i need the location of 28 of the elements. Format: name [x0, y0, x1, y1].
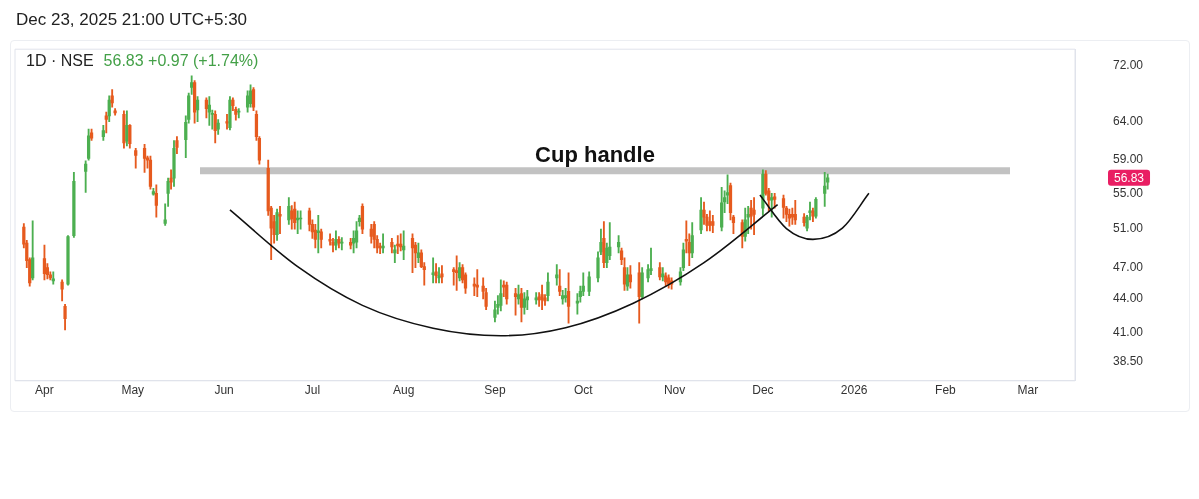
x-tick-label: May [121, 383, 145, 398]
candlestick [278, 206, 282, 235]
x-tick-label: Sep [484, 383, 506, 398]
y-tick-label: 44.00 [1113, 291, 1144, 306]
x-tick-label: Jun [214, 383, 234, 398]
y-tick-label: 72.00 [1113, 58, 1144, 73]
y-tick-label: 59.00 [1113, 152, 1144, 167]
x-tick-label: Aug [392, 383, 415, 398]
x-tick-label: 2026 [840, 383, 868, 398]
ref-line-label: Cup handle [535, 141, 655, 167]
y-tick-label: 38.50 [1113, 354, 1144, 369]
x-tick-label: Nov [663, 383, 686, 398]
x-tick-label: Apr [35, 383, 54, 398]
text: 56.83 [1114, 171, 1145, 186]
x-tick-label: Oct [573, 383, 594, 398]
x-tick-label: Mar [1017, 383, 1039, 398]
x-tick-label: Jul [304, 383, 321, 398]
text: Dec 23, 2025 21:00 UTC+5:30 [16, 10, 248, 30]
x-tick-label: Feb [935, 383, 957, 398]
chart-subtitle: 56.83 +0.97 (+1.74%) [103, 52, 259, 69]
x-tick-label: Dec [752, 383, 774, 398]
y-tick-label: 47.00 [1113, 259, 1144, 274]
y-tick-label: 64.00 [1113, 113, 1144, 128]
y-tick-label: 55.00 [1113, 185, 1144, 200]
y-tick-label: 41.00 [1113, 324, 1144, 339]
chart-title: 1D · NSE [26, 52, 94, 69]
candlestick [475, 269, 479, 298]
y-tick-label: 51.00 [1113, 221, 1144, 236]
